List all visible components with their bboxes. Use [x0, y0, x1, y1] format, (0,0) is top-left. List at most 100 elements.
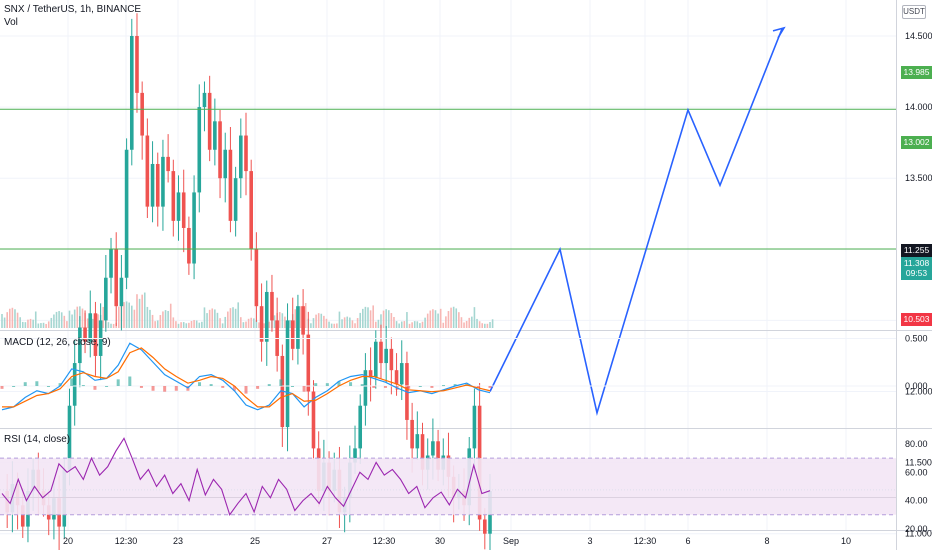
volume-bar — [6, 312, 8, 328]
volume-bar — [71, 314, 73, 328]
volume-bar — [232, 307, 234, 328]
time-tick-label: 12:30 — [115, 536, 138, 546]
candle-body — [472, 405, 477, 449]
price-tick-label: 12.000 — [905, 387, 932, 397]
volume-bar — [118, 306, 120, 328]
projection-arrowhead — [772, 26, 786, 39]
price-tick-label: 11.000 — [905, 529, 932, 539]
volume-bar — [320, 313, 323, 328]
volume-bar — [50, 317, 53, 328]
volume-bar — [478, 321, 481, 328]
time-tick-label: 12:30 — [634, 536, 657, 546]
candle-body — [161, 156, 165, 207]
candle-body — [379, 341, 383, 364]
volume-bar — [133, 309, 136, 328]
volume-bar — [294, 309, 297, 328]
macd-histogram-bar — [267, 384, 271, 386]
volume-bar — [398, 323, 400, 328]
volume-bar — [125, 301, 128, 328]
volume-bar — [351, 320, 354, 328]
volume-bar — [395, 321, 398, 328]
chart-title: SNX / TetherUS, 1h, BINANCE — [4, 4, 142, 15]
volume-bar — [362, 308, 364, 328]
volume-label: Vol — [4, 17, 18, 28]
volume-bar — [167, 311, 169, 328]
candle-body — [410, 419, 414, 449]
volume-bar — [63, 315, 66, 328]
volume-bar — [359, 312, 362, 328]
volume-bar — [491, 319, 494, 328]
macd-histogram-bar — [337, 381, 341, 386]
volume-bar — [156, 320, 159, 328]
macd-tick-label: 0.500 — [905, 334, 928, 344]
volume-bar — [107, 322, 110, 328]
candle-body — [290, 320, 295, 349]
volume-bar — [333, 323, 336, 328]
volume-bar — [224, 316, 227, 328]
volume-bar — [471, 316, 473, 328]
candle-body — [244, 135, 248, 172]
macd-histogram-bar — [221, 386, 225, 388]
candle-body — [155, 163, 160, 207]
macd-label: MACD (12, 26, close, 9) — [4, 337, 111, 348]
candle-body — [306, 334, 311, 392]
macd-histogram-bar — [139, 386, 143, 388]
candle-body — [285, 320, 290, 428]
candle-body — [239, 135, 243, 179]
currency-badge[interactable]: USDT — [902, 5, 926, 19]
volume-bar — [328, 321, 330, 328]
candle-body — [420, 434, 425, 470]
candle-body — [135, 36, 139, 93]
volume-bar — [255, 320, 258, 328]
volume-bar — [240, 317, 242, 328]
macd-histogram-bar — [290, 386, 294, 387]
candle-body — [114, 249, 119, 307]
volume-bar — [242, 322, 245, 328]
candle-body — [399, 363, 404, 385]
volume-bar — [343, 317, 346, 328]
macd-histogram-bar — [407, 386, 411, 389]
macd-histogram-bar — [442, 385, 446, 387]
volume-bar — [201, 321, 203, 328]
macd-histogram-bar — [209, 384, 213, 386]
macd-histogram-bar — [488, 386, 492, 388]
volume-bar — [172, 317, 175, 328]
volume-bar — [138, 298, 141, 328]
volume-bar — [284, 316, 286, 328]
volume-bar — [81, 308, 84, 328]
volume-bar — [445, 316, 447, 328]
volume-bar — [387, 310, 390, 328]
macd-histogram-bar — [23, 382, 27, 386]
volume-bar — [16, 312, 19, 328]
candle-body — [301, 306, 305, 335]
candle-body — [150, 163, 155, 207]
volume-bar — [273, 315, 276, 328]
volume-bar — [11, 307, 14, 328]
macd-histogram-bar — [174, 386, 178, 391]
volume-bar — [55, 311, 58, 328]
volume-bar — [424, 317, 426, 328]
level-label-13985: 13.985 — [901, 66, 932, 79]
volume-bar — [102, 306, 105, 328]
volume-bar — [182, 322, 185, 328]
candle-body — [213, 121, 217, 150]
volume-bar — [250, 317, 252, 328]
macd-histogram-bar — [349, 382, 353, 386]
volume-bar — [141, 294, 143, 328]
time-tick-label: 6 — [685, 536, 690, 546]
macd-histogram-bar — [360, 384, 364, 386]
volume-bar — [211, 308, 214, 328]
volume-bar — [406, 312, 408, 328]
candle-body — [254, 249, 259, 307]
volume-bar — [110, 323, 112, 328]
macd-histogram-bar — [279, 379, 283, 386]
time-tick-label: 12:30 — [373, 536, 396, 546]
volume-bar — [146, 306, 149, 328]
volume-bar — [136, 294, 138, 328]
macd-histogram-bar — [325, 383, 329, 386]
candle-body — [124, 149, 129, 278]
macd-histogram-bar — [256, 386, 260, 389]
volume-bar — [86, 318, 89, 328]
